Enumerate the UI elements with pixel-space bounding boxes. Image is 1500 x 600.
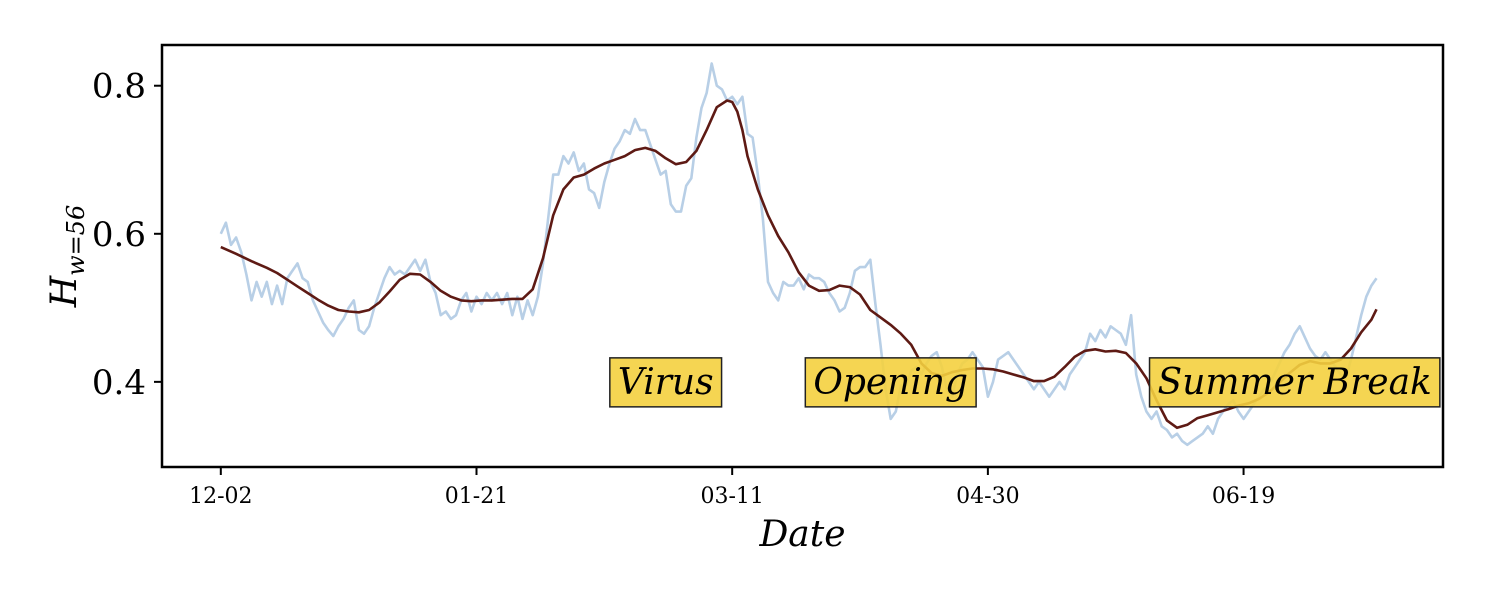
y-axis-title: Hw=56 bbox=[44, 205, 90, 309]
plot-area bbox=[219, 62, 1378, 447]
annotation-background bbox=[609, 357, 723, 408]
y-tick-label: 0.8 bbox=[92, 67, 146, 107]
raw-series-line bbox=[219, 62, 1378, 447]
x-tick-label: 12-02 bbox=[189, 484, 252, 509]
y-tick-label: 0.4 bbox=[92, 363, 146, 403]
annotation-background bbox=[1148, 357, 1441, 408]
axes-frame bbox=[160, 43, 1445, 469]
x-axis-ticks: 12-02 01-21 03-11 04-30 06-19 bbox=[189, 467, 1275, 509]
y-axis-title-main: H bbox=[44, 275, 85, 308]
annotation-box: Summer Break bbox=[1148, 357, 1441, 408]
annotation-label: Virus bbox=[618, 362, 714, 403]
annotation-label: Summer Break bbox=[1158, 362, 1432, 403]
annotation-background bbox=[804, 357, 977, 408]
x-axis-title: Date bbox=[758, 514, 845, 555]
smoothed-series-line bbox=[220, 99, 1378, 430]
annotation-label: Opening bbox=[813, 362, 968, 403]
x-tick-label: 04-30 bbox=[956, 484, 1019, 509]
annotation-box: Virus bbox=[609, 357, 723, 408]
annotations: Virus Opening Summer Break bbox=[609, 357, 1441, 408]
x-tick-label: 01-21 bbox=[445, 484, 508, 509]
y-tick-label: 0.6 bbox=[92, 215, 146, 255]
annotation-box: Opening bbox=[804, 357, 977, 408]
y-axis-title-subscript: w=56 bbox=[62, 205, 90, 276]
y-axis-ticks: 0.4 0.6 0.8 bbox=[92, 67, 162, 403]
x-tick-label: 03-11 bbox=[700, 484, 763, 509]
x-tick-label: 06-19 bbox=[1212, 484, 1275, 509]
